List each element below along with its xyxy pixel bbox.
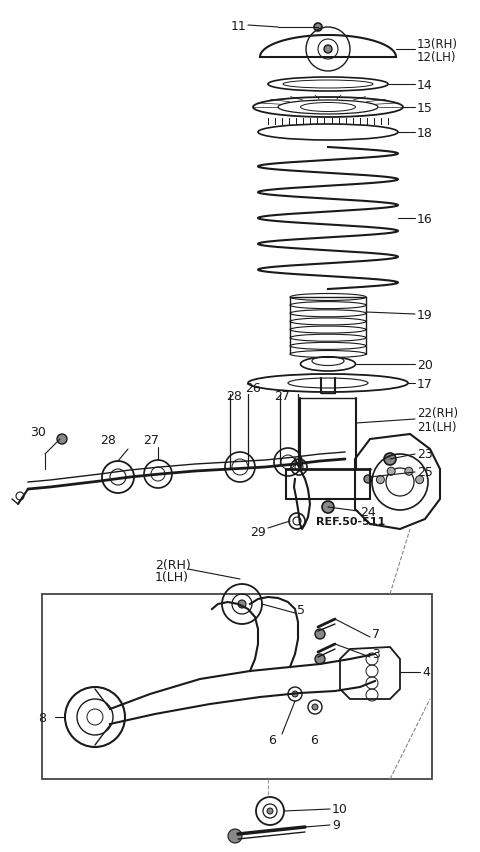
Text: 29: 29 bbox=[250, 525, 266, 538]
Text: 27: 27 bbox=[274, 389, 290, 402]
Circle shape bbox=[314, 24, 322, 32]
Text: 27: 27 bbox=[143, 434, 159, 447]
Circle shape bbox=[292, 691, 298, 697]
Text: 14: 14 bbox=[417, 78, 433, 91]
Circle shape bbox=[238, 601, 246, 608]
Text: 18: 18 bbox=[417, 126, 433, 140]
Bar bbox=[42, 595, 432, 779]
Text: 20: 20 bbox=[417, 358, 433, 371]
Text: 3: 3 bbox=[372, 648, 380, 660]
Text: 26: 26 bbox=[245, 381, 261, 394]
Text: 15: 15 bbox=[417, 101, 433, 114]
Circle shape bbox=[315, 654, 325, 665]
Circle shape bbox=[315, 630, 325, 639]
Text: 28: 28 bbox=[226, 389, 242, 402]
Text: 8: 8 bbox=[38, 711, 46, 723]
Text: 7: 7 bbox=[372, 628, 380, 641]
Text: 24: 24 bbox=[360, 505, 376, 518]
Circle shape bbox=[416, 476, 424, 484]
Text: 6: 6 bbox=[268, 733, 276, 746]
Text: 6: 6 bbox=[310, 733, 318, 746]
Text: 11: 11 bbox=[230, 20, 246, 32]
Circle shape bbox=[405, 468, 413, 475]
Text: 23: 23 bbox=[417, 448, 433, 461]
Text: 10: 10 bbox=[332, 803, 348, 815]
Circle shape bbox=[228, 829, 242, 843]
Text: REF.50-511: REF.50-511 bbox=[316, 516, 385, 527]
Text: 30: 30 bbox=[30, 425, 46, 438]
Text: 5: 5 bbox=[297, 604, 305, 617]
Text: 2(RH): 2(RH) bbox=[155, 558, 191, 571]
Circle shape bbox=[324, 46, 332, 54]
Text: 17: 17 bbox=[417, 377, 433, 390]
Text: 19: 19 bbox=[417, 308, 433, 321]
Text: 16: 16 bbox=[417, 212, 433, 225]
Text: 22(RH): 22(RH) bbox=[417, 407, 458, 420]
Text: 9: 9 bbox=[332, 819, 340, 832]
Circle shape bbox=[322, 502, 334, 514]
Text: 13(RH): 13(RH) bbox=[417, 37, 458, 50]
Circle shape bbox=[312, 704, 318, 711]
Text: 4: 4 bbox=[422, 665, 430, 679]
Circle shape bbox=[364, 475, 372, 483]
Text: 12(LH): 12(LH) bbox=[417, 50, 456, 63]
Circle shape bbox=[387, 468, 395, 475]
Circle shape bbox=[57, 435, 67, 445]
Text: 21(LH): 21(LH) bbox=[417, 420, 456, 433]
Circle shape bbox=[384, 453, 396, 465]
Circle shape bbox=[376, 476, 384, 484]
Text: 1(LH): 1(LH) bbox=[155, 571, 189, 584]
Text: 28: 28 bbox=[100, 434, 116, 447]
Text: 25: 25 bbox=[417, 466, 433, 479]
Circle shape bbox=[267, 808, 273, 814]
